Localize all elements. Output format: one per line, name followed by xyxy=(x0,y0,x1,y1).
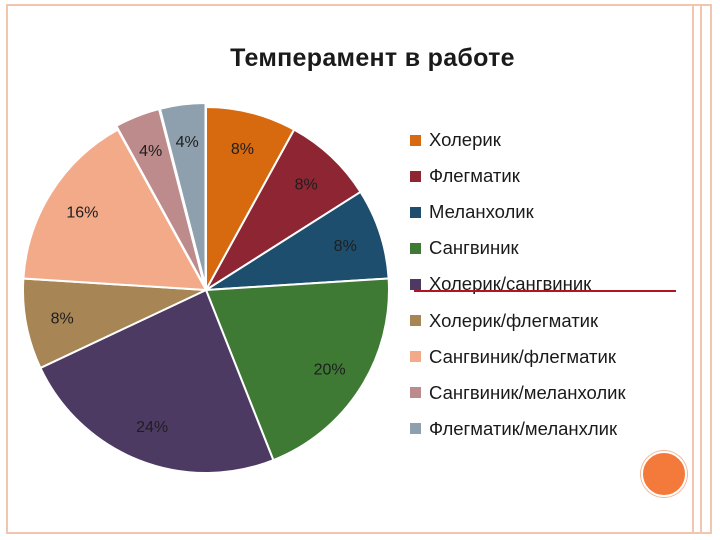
legend-swatch xyxy=(410,315,421,327)
decorative-circle xyxy=(641,451,687,497)
legend-swatch xyxy=(410,423,421,435)
slice-value-label: 4% xyxy=(176,134,199,151)
legend-label: Сангвиник xyxy=(429,237,519,259)
slide-frame-rule xyxy=(700,4,702,534)
slice-value-label: 4% xyxy=(139,143,162,160)
legend-item: Сангвиник/флегматик xyxy=(410,339,626,375)
slice-value-label: 8% xyxy=(334,238,357,255)
slice-value-label: 8% xyxy=(295,176,318,193)
legend-item: Меланхолик xyxy=(410,194,626,230)
legend-item: Холерик/флегматик xyxy=(410,302,626,338)
slide-frame-rule xyxy=(692,4,694,534)
slice-value-label: 24% xyxy=(136,419,168,436)
pie-slice xyxy=(22,277,207,370)
legend-item: Флегматик xyxy=(410,158,626,194)
pie-slice xyxy=(205,105,296,291)
legend-label: Холерик xyxy=(429,129,501,151)
slice-value-label: 8% xyxy=(51,310,74,327)
legend-item: Сангвиник xyxy=(410,230,626,266)
pie-slice xyxy=(205,190,390,291)
pie-slice xyxy=(115,107,206,287)
legend-swatch xyxy=(410,170,421,182)
chart-legend: Холерик Флегматик Меланхолик Сангвиник Холер… xyxy=(410,122,626,447)
legend-item: Холерик/сангвиник xyxy=(410,266,626,302)
pie-slice xyxy=(22,128,208,292)
legend-label: Холерик/флегматик xyxy=(429,309,599,331)
legend-label: Холерик/сангвиник xyxy=(429,273,592,295)
legend-swatch xyxy=(410,134,421,146)
legend-swatch xyxy=(410,278,421,290)
legend-label: Меланхолик xyxy=(429,201,534,223)
legend-swatch xyxy=(410,351,421,363)
slide-frame xyxy=(6,4,712,534)
legend-swatch xyxy=(410,206,421,218)
pie-slice xyxy=(204,277,390,462)
pie-slice xyxy=(158,102,207,287)
slice-value-label: 20% xyxy=(314,361,346,378)
legend-item: Флегматик/меланхлик xyxy=(410,411,626,447)
slice-value-label: 8% xyxy=(231,141,254,158)
legend-label: Сангвиник/флегматик xyxy=(429,345,616,367)
legend-swatch xyxy=(410,242,421,254)
legend-label: Флегматик xyxy=(429,165,520,187)
highlight-underline xyxy=(414,290,676,292)
pie-slice xyxy=(39,288,275,474)
legend-label: Флегматик/меланхлик xyxy=(429,417,618,439)
legend-item: Холерик xyxy=(410,122,626,158)
legend-swatch xyxy=(410,387,421,399)
pie-slice xyxy=(205,128,362,291)
slice-value-label: 16% xyxy=(66,205,98,222)
chart-title: Темперамент в работе xyxy=(230,44,515,72)
legend-item: Сангвиник/меланхолик xyxy=(410,375,626,411)
legend-label: Сангвиник/меланхолик xyxy=(429,381,626,403)
